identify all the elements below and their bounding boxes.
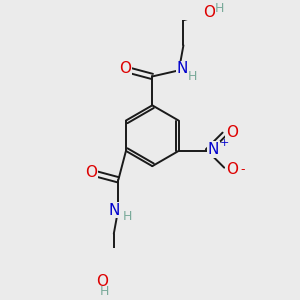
Text: O: O bbox=[85, 165, 97, 180]
Text: O: O bbox=[203, 5, 215, 20]
Text: -: - bbox=[240, 163, 245, 176]
Text: N: N bbox=[177, 61, 188, 76]
Text: H: H bbox=[215, 2, 225, 14]
Text: O: O bbox=[96, 274, 108, 289]
Text: +: + bbox=[220, 138, 229, 148]
Text: O: O bbox=[119, 61, 131, 76]
Text: H: H bbox=[188, 70, 197, 83]
Text: H: H bbox=[100, 285, 110, 298]
Text: O: O bbox=[226, 125, 238, 140]
Text: N: N bbox=[109, 203, 120, 218]
Text: H: H bbox=[123, 210, 132, 223]
Text: O: O bbox=[226, 162, 238, 177]
Text: N: N bbox=[208, 142, 219, 157]
